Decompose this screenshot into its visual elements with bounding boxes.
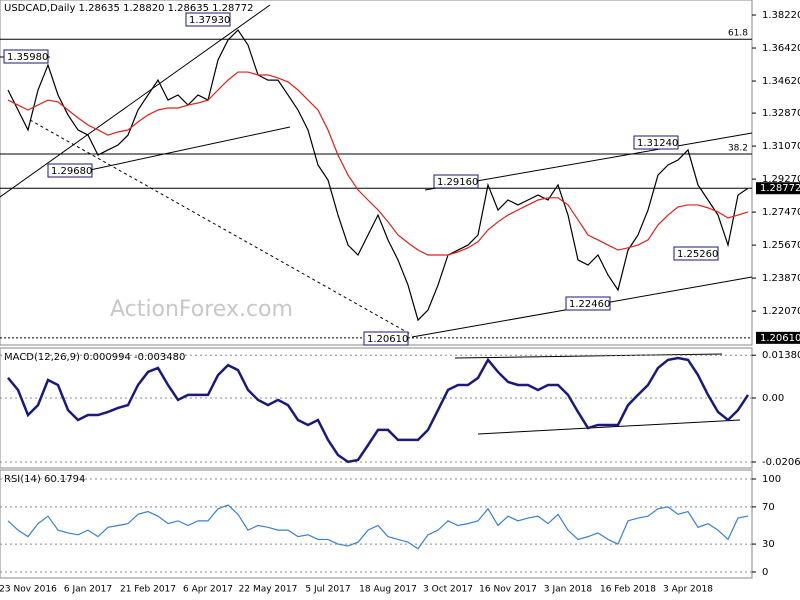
trendline [0,4,271,198]
x-tick-label: 6 Apr 2017 [183,585,233,595]
annotation-box [3,49,49,64]
x-tick-label: 6 Jan 2017 [64,585,112,595]
x-tick-label: 23 Nov 2016 [0,585,57,595]
trendline [454,353,723,359]
annotation: 1.35980 [7,52,48,63]
y-tick-label: 0.013802 [762,350,800,361]
annotation-box [363,331,409,346]
rsi-pane [0,469,753,579]
x-tick-label: 3 Apr 2018 [663,585,713,595]
price-box [756,182,800,195]
y-tick-label: 1.36420 [762,43,800,54]
annotation: 1.29680 [51,166,92,177]
x-tick-label: 5 Jul 2017 [305,585,350,595]
series-line [7,504,749,550]
annotation: 1.29160 [437,177,478,188]
annotation-box [185,12,231,27]
annotation: 1.31240 [637,138,678,149]
series-line [7,356,750,464]
annotation-box [433,174,479,189]
y-tick-label: -0.020648 [762,457,800,468]
x-tick-label: 16 Nov 2017 [479,585,537,595]
price-label: 1.20610 [760,333,800,344]
series-line [7,71,749,256]
y-tick-label: 1.32870 [762,108,800,119]
annotation-box [673,246,719,261]
x-tick-label: 3 Oct 2017 [423,585,473,595]
y-tick-label: 1.31070 [762,141,800,152]
x-tick-label: 18 Aug 2017 [359,585,417,595]
trendline [424,132,753,191]
annotation: 1.20610 [367,334,408,345]
y-tick-label: 1.25670 [762,240,800,251]
annotation-box [565,296,611,311]
level-label: 38.2 [728,143,748,153]
trendline [89,126,291,171]
y-tick-label: 1.27470 [762,207,800,218]
level-label: 61.8 [728,29,748,39]
series-line [7,29,749,322]
y-tick-label: 1.23870 [762,273,800,284]
rsi-title: RSI(14) 60.1794 [4,474,85,485]
y-tick-label: 1.38220 [762,10,800,21]
y-tick-label: 1.34620 [762,76,800,87]
annotation: 1.25260 [677,249,718,260]
annotation: 1.37930 [189,15,230,26]
chart-title: USDCAD,Daily 1.28635 1.28820 1.28635 1.2… [4,3,254,14]
x-tick-label: 22 May 2017 [239,585,298,595]
price-box [756,331,800,344]
annotation-box [633,135,679,150]
x-tick-label: 16 Feb 2018 [600,585,656,595]
y-tick-label: 100 [762,474,781,485]
y-tick-label: 30 [762,539,775,550]
y-tick-label: 0 [762,567,768,578]
macd-pane [0,347,753,469]
x-tick-label: 3 Jan 2018 [544,585,592,595]
x-tick-label: 21 Feb 2017 [120,585,176,595]
price-label: 1.28772 [760,183,800,194]
trendline [477,419,741,435]
watermark: ActionForex.com [110,297,293,322]
trendline [29,119,413,336]
macd-title: MACD(12,26,9) 0.000994 -0.003480 [4,352,185,363]
y-tick-label: 0.00 [762,393,784,404]
y-tick-label: 70 [762,502,775,513]
y-tick-label: 1.22070 [762,306,800,317]
annotation: 1.22460 [569,299,610,310]
price-pane [0,0,753,346]
annotation-box [47,163,93,178]
y-tick-label: 1.29270 [762,174,800,185]
